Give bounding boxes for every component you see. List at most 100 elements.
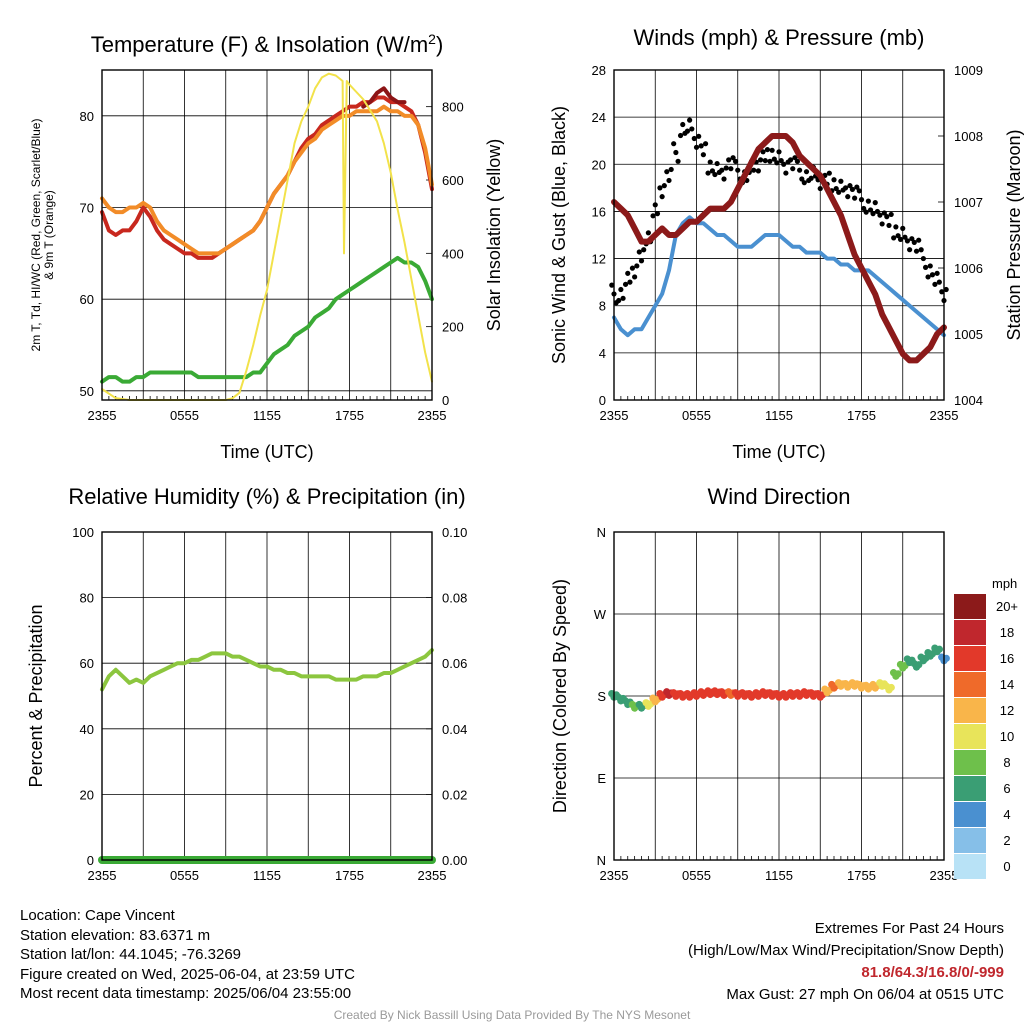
colorbar-swatch — [954, 646, 986, 671]
gust-point — [769, 147, 775, 153]
gust-point — [904, 238, 911, 244]
gust-point — [620, 295, 626, 301]
station-info: Location: Cape Vincent Station elevation… — [20, 906, 355, 1004]
gust-point — [927, 263, 933, 269]
gust-point — [677, 132, 684, 139]
y-axis-label-left-2: & 9m T (Orange) — [42, 190, 56, 280]
y-tick-label: E — [597, 771, 606, 786]
y-right-tick-label: 0.02 — [442, 787, 467, 802]
gust-point — [764, 146, 771, 153]
y-right-tick-label: 0.10 — [442, 525, 467, 540]
gust-point — [762, 157, 768, 164]
gust-point — [622, 281, 629, 287]
y-right-tick-label: 200 — [442, 320, 464, 335]
extremes-title: Extremes For Past 24 Hours — [814, 920, 1004, 937]
x-tick-label: 1155 — [253, 408, 281, 423]
gust-point — [774, 160, 780, 166]
gust-point — [778, 157, 784, 164]
x-tick-label: 2355 — [930, 868, 959, 883]
panel-0: Temperature (F) & Insolation (W/m2)2355 0… — [29, 31, 504, 462]
gust-point — [696, 133, 702, 139]
y-tick-label: N — [597, 853, 606, 868]
gust-point — [831, 177, 837, 183]
colorbar-label: 14 — [1000, 677, 1014, 692]
colorbar-label: 20+ — [996, 599, 1018, 614]
gust-point — [902, 234, 908, 240]
y-axis-label-left: Percent & Precipitation — [26, 604, 46, 787]
gust-point — [771, 156, 777, 162]
series-hi-wc — [361, 86, 407, 109]
gust-point — [757, 157, 764, 163]
gust-point — [863, 209, 869, 215]
gust-point — [609, 282, 615, 288]
gust-point — [884, 214, 890, 220]
latlon-text: Station lat/lon: 44.1045; -76.3269 — [20, 946, 242, 963]
gust-point — [854, 184, 860, 190]
gust-point — [634, 263, 640, 269]
colorbar-label: 18 — [1000, 625, 1014, 640]
gust-point — [874, 208, 881, 215]
chart-title: Wind Direction — [707, 484, 850, 509]
gust-point — [852, 195, 858, 201]
y-tick-label: 60 — [80, 292, 94, 307]
gust-point — [909, 236, 915, 242]
gust-point — [849, 186, 856, 192]
x-tick-label: 2355 — [930, 408, 959, 423]
gust-point — [790, 166, 796, 172]
credit-text: Created By Nick Bassill Using Data Provi… — [333, 1008, 691, 1022]
colorbar-swatch — [954, 698, 986, 723]
gust-point — [735, 167, 741, 173]
y-right-tick-label: 1005 — [954, 327, 983, 342]
wind-direction-point — [935, 645, 944, 653]
colorbar-label: 2 — [1003, 833, 1010, 848]
gust-point — [939, 289, 945, 295]
series-station-pressure — [611, 133, 947, 364]
gust-point — [925, 274, 931, 280]
gust-point — [817, 185, 823, 192]
y-right-tick-label: 400 — [442, 246, 464, 261]
gust-point — [826, 170, 832, 176]
gust-point — [689, 126, 695, 132]
gust-point — [865, 198, 871, 204]
gust-point — [943, 286, 949, 293]
colorbar-label: 4 — [1003, 807, 1010, 822]
plot-border — [101, 69, 433, 401]
y-right-tick-label: 600 — [442, 173, 464, 188]
gust-point — [895, 233, 901, 239]
plot-border — [101, 531, 433, 861]
y-right-tick-label: 800 — [442, 100, 464, 115]
gust-point — [781, 161, 787, 167]
y-right-tick-label: 0.06 — [442, 656, 467, 671]
gust-point — [657, 185, 663, 191]
x-tick-label: 1755 — [335, 408, 364, 423]
y-tick-label: S — [597, 689, 606, 704]
x-tick-label: 0555 — [682, 408, 711, 423]
gust-point — [705, 170, 711, 176]
colorbar-swatch — [954, 672, 986, 697]
gust-point — [929, 272, 936, 278]
gust-point — [654, 211, 661, 217]
x-tick-label: 1155 — [765, 868, 793, 883]
gust-point — [755, 168, 761, 174]
chart-title: Temperature (F) & Insolation (W/m2) — [91, 31, 444, 57]
gust-point — [893, 224, 899, 230]
gust-point — [922, 264, 929, 270]
y-axis-label-right: Solar Insolation (Yellow) — [484, 139, 504, 331]
gust-point — [730, 155, 736, 161]
colorbar-label: 0 — [1003, 859, 1010, 874]
gust-point — [707, 159, 713, 165]
gust-point — [776, 149, 782, 155]
gust-point — [783, 170, 789, 176]
x-tick-label: 2355 — [600, 868, 629, 883]
gust-point — [877, 212, 883, 218]
gust-point — [867, 207, 874, 213]
colorbar-swatch — [954, 750, 986, 775]
gust-point — [881, 210, 887, 216]
colorbar-label: 6 — [1003, 781, 1010, 796]
x-axis-label: Time (UTC) — [220, 442, 313, 462]
gust-point — [684, 128, 691, 134]
gust-point — [687, 117, 693, 123]
gust-point — [934, 270, 940, 276]
series-relative-humidity — [100, 648, 434, 692]
x-tick-label: 2355 — [88, 408, 117, 423]
